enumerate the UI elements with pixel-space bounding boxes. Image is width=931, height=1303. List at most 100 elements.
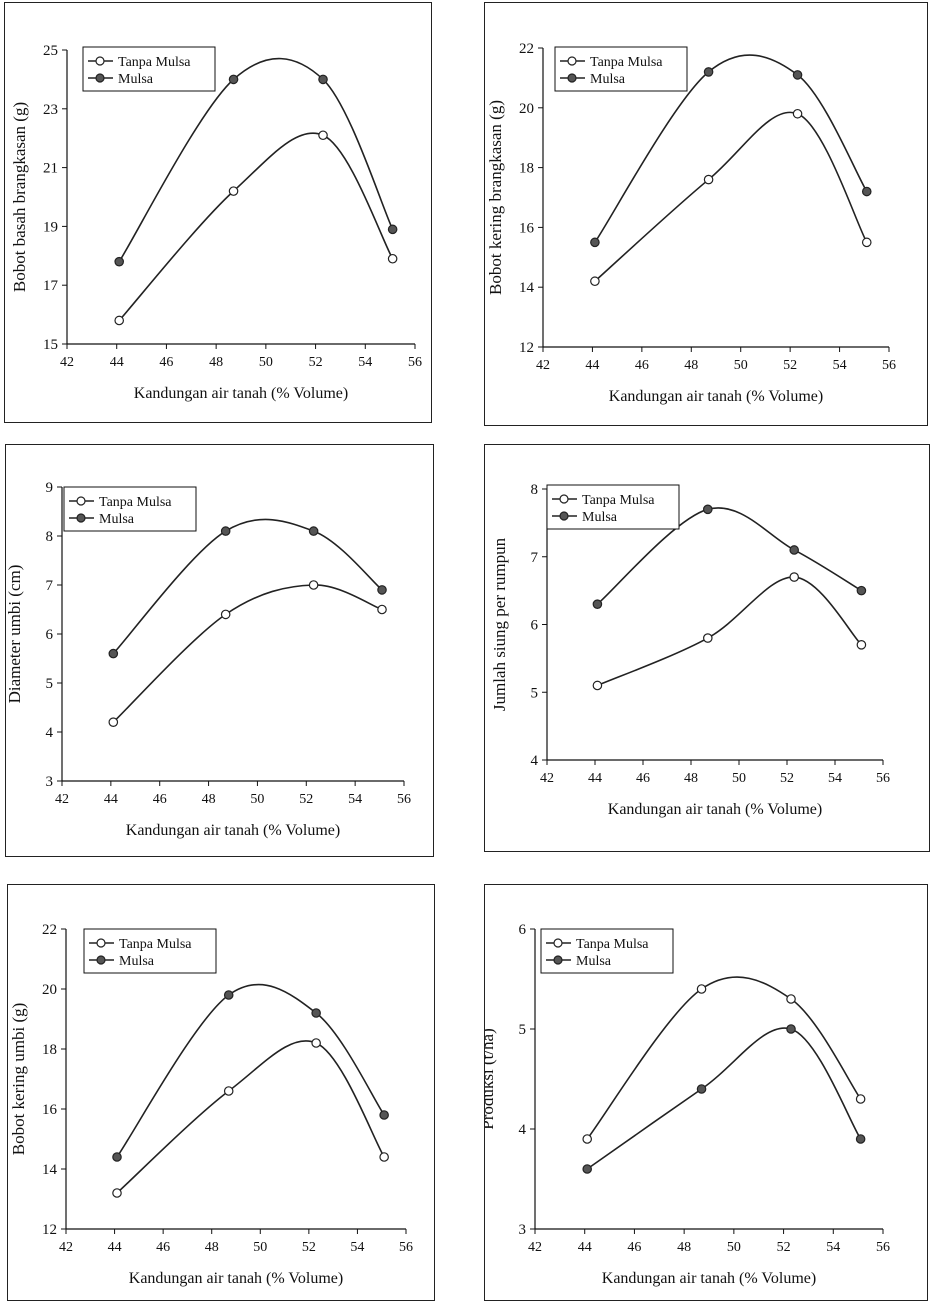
data-point: [592, 599, 603, 609]
x-tick-label: 56: [882, 358, 896, 373]
legend-label: Tanpa Mulsa: [582, 493, 655, 508]
data-point: [590, 237, 600, 248]
legend-marker: [95, 56, 105, 66]
x-axis-label: Kandungan air tanah (% Volume): [608, 801, 822, 818]
chart-svg-5: 12 14 16 18 20 22 42 44 46 48 50 52 54 56 Kandungan ai…: [9, 922, 413, 1287]
x-tick-label: 46: [627, 1240, 641, 1255]
x-tick-label: 44: [578, 1240, 592, 1255]
series-line-0: [586, 976, 862, 1140]
data-point: [789, 572, 799, 582]
series-line-1: [596, 507, 862, 605]
data-point: [856, 585, 867, 596]
y-tick-label: 4: [519, 1122, 527, 1138]
x-tick-label: 48: [209, 355, 223, 370]
x-tick-label: 50: [734, 358, 748, 373]
y-tick-label: 14: [519, 280, 535, 296]
y-tick-label: 4: [531, 753, 539, 769]
y-axis-label: Jumlah siung per rumpun: [490, 537, 509, 711]
legend-marker: [567, 73, 577, 83]
chart-panel-6: 3 4 5 6 42 44 46 48 50 52 54 56 Kandungan air tanah …: [484, 884, 928, 1301]
chart-panel-1: 15 17 19 21 23 25 42 44 46 48 50 52 54 56 Kandungan ai…: [4, 2, 432, 423]
x-tick-label: 56: [397, 792, 411, 807]
y-tick-label: 6: [531, 618, 539, 634]
x-tick-label: 44: [104, 792, 118, 807]
y-axis-label: Diameter umbi (cm): [6, 565, 24, 704]
y-tick-label: 16: [42, 1102, 58, 1118]
x-tick-label: 54: [358, 355, 372, 370]
data-point: [855, 1094, 866, 1104]
legend-label: Mulsa: [118, 72, 154, 87]
x-tick-label: 50: [253, 1240, 267, 1255]
data-point: [786, 994, 796, 1004]
x-tick-label: 44: [110, 355, 124, 370]
legend-marker: [567, 56, 577, 66]
y-tick-label: 7: [46, 578, 54, 594]
y-tick-label: 8: [531, 482, 539, 498]
x-axis-label: Kandungan air tanah (% Volume): [609, 388, 823, 405]
data-point: [311, 1038, 321, 1048]
legend-label: Mulsa: [99, 512, 135, 527]
x-tick-label: 50: [259, 355, 273, 370]
x-tick-label: 44: [588, 771, 602, 786]
x-axis-label: Kandungan air tanah (% Volume): [129, 1270, 343, 1287]
data-point: [311, 1008, 321, 1018]
data-point: [223, 990, 234, 1000]
data-point: [379, 1152, 389, 1162]
x-tick-label: 56: [876, 1240, 890, 1255]
y-axis-label: Bobot kering umbi (g): [9, 1003, 28, 1156]
legend-label: Tanpa Mulsa: [590, 55, 663, 70]
legend-box: [82, 46, 216, 92]
y-tick-label: 22: [42, 922, 57, 938]
y-tick-label: 18: [42, 1042, 57, 1058]
y-tick-label: 20: [519, 101, 534, 117]
y-tick-label: 12: [519, 340, 534, 356]
data-point: [318, 74, 328, 85]
x-tick-label: 46: [153, 792, 167, 807]
legend-marker: [95, 73, 105, 83]
series-line-0: [116, 1040, 385, 1194]
data-point: [387, 253, 398, 264]
series-line-0: [112, 584, 383, 723]
x-tick-label: 46: [156, 1240, 170, 1255]
x-tick-label: 48: [684, 358, 698, 373]
x-tick-label: 54: [348, 792, 362, 807]
data-point: [792, 108, 803, 119]
data-point: [592, 680, 603, 691]
y-tick-label: 6: [46, 627, 54, 643]
y-tick-label: 7: [531, 550, 539, 566]
x-tick-label: 42: [59, 1240, 73, 1255]
data-point: [114, 315, 124, 326]
x-tick-label: 52: [299, 792, 313, 807]
legend-box: [554, 46, 688, 92]
data-point: [220, 609, 231, 620]
series-line-0: [594, 111, 868, 282]
x-tick-label: 44: [108, 1240, 122, 1255]
x-tick-label: 48: [202, 792, 216, 807]
x-tick-label: 42: [540, 771, 554, 786]
x-tick-label: 54: [833, 358, 847, 373]
data-point: [703, 174, 714, 185]
legend-label: Mulsa: [576, 954, 612, 969]
legend-box: [540, 928, 674, 974]
data-point: [308, 580, 319, 590]
data-point: [112, 1152, 122, 1162]
data-point: [792, 70, 803, 80]
data-point: [387, 224, 398, 235]
x-tick-label: 50: [250, 792, 264, 807]
data-point: [377, 585, 387, 595]
y-tick-label: 3: [46, 774, 54, 790]
y-tick-label: 23: [43, 102, 58, 118]
legend-marker: [76, 513, 86, 523]
legend-marker: [553, 955, 563, 965]
y-tick-label: 4: [46, 725, 54, 741]
legend-box: [63, 486, 197, 532]
chart-panel-5: 12 14 16 18 20 22 42 44 46 48 50 52 54 56 Kandungan ai…: [7, 884, 435, 1301]
data-point: [112, 1188, 122, 1198]
data-point: [789, 545, 799, 555]
x-tick-label: 42: [536, 358, 550, 373]
x-tick-label: 52: [780, 771, 794, 786]
data-point: [318, 130, 328, 141]
data-point: [590, 276, 600, 287]
x-axis-label: Kandungan air tanah (% Volume): [126, 822, 340, 839]
